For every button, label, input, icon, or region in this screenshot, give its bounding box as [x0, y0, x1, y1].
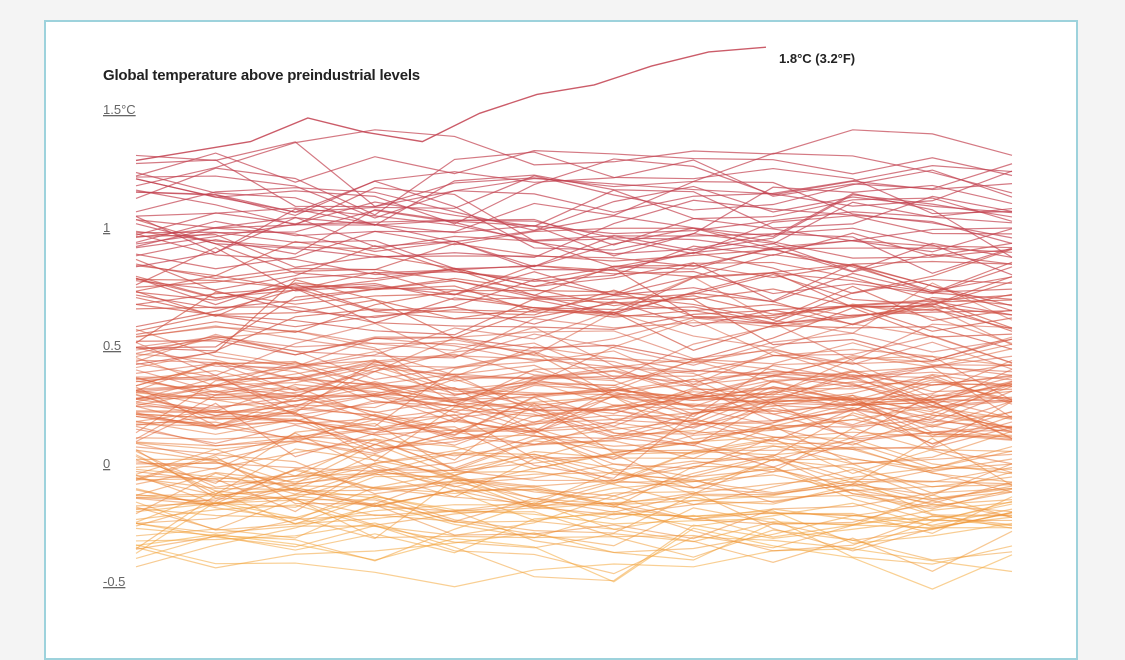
- series-line: [135, 307, 1013, 361]
- series-line: [135, 158, 1013, 225]
- series-line: [135, 413, 1013, 465]
- series-line: [135, 375, 1013, 434]
- series-line: [135, 234, 1013, 273]
- series-line: [135, 373, 1013, 414]
- series-line: [135, 261, 1013, 301]
- series-line: [135, 383, 1013, 434]
- series-line: [135, 330, 1013, 370]
- series-line: [135, 141, 1013, 208]
- series-line: [135, 366, 1013, 427]
- series-line: [135, 273, 1013, 306]
- series-line: [135, 438, 1013, 504]
- y-tick-label: 1.5°C: [103, 102, 136, 117]
- series-line: [135, 159, 1013, 208]
- series-line: [135, 491, 1013, 552]
- series-line: [135, 289, 1013, 362]
- series-line: [135, 449, 1013, 507]
- series-line: [135, 488, 1013, 547]
- series-line: [135, 209, 1013, 274]
- series-line: [135, 197, 1013, 249]
- series-line: [135, 359, 1013, 388]
- series-line: [135, 185, 1013, 231]
- series-line: [135, 422, 1013, 496]
- series-line: [135, 189, 1013, 251]
- series-line: [135, 129, 1013, 187]
- y-tick-label: -0.5: [103, 574, 125, 589]
- series-line: [135, 406, 1013, 472]
- series-line: [135, 427, 1013, 513]
- series-line: [135, 478, 1013, 529]
- series-line: [135, 276, 1013, 369]
- series-line: [135, 436, 1013, 477]
- series-line: [135, 370, 1013, 430]
- series-line: [135, 386, 1013, 446]
- series-line: [135, 342, 1013, 392]
- series-line: [135, 246, 1013, 303]
- series-line: [135, 242, 1013, 292]
- series-line: [135, 311, 1013, 364]
- series-line: [135, 360, 1013, 407]
- series-line: [135, 291, 1013, 344]
- series-line: [135, 456, 1013, 508]
- series-line: [135, 394, 1013, 458]
- series-line: [135, 289, 1013, 352]
- top-annotation: 1.8°C (3.2°F): [779, 51, 856, 66]
- series-line: [135, 447, 1013, 500]
- y-tick-label: 0.5: [103, 338, 121, 353]
- series-line: [135, 454, 1013, 495]
- series-line: [135, 219, 1013, 302]
- series-line: [135, 165, 1013, 219]
- series-line: [135, 282, 1013, 377]
- series-line: [135, 495, 1013, 549]
- series-line: [135, 342, 1013, 381]
- series-line: [135, 272, 1013, 315]
- series-line: [135, 350, 1013, 437]
- chart-canvas: 1.5°C 1 0.5 0 -0.5: [103, 46, 1013, 590]
- series-line: [135, 361, 1013, 418]
- series-line: [135, 180, 1013, 243]
- y-tick-label: 0: [103, 456, 110, 471]
- series-line: [135, 449, 1013, 508]
- series-line: [135, 495, 1013, 537]
- series-line: [135, 343, 1013, 416]
- series-line: [135, 230, 1013, 270]
- chart-title: Global temperature above preindustrial l…: [103, 67, 420, 84]
- series-line: [135, 199, 1013, 259]
- series-line: [135, 365, 1013, 409]
- series-line: [135, 359, 1013, 402]
- series-line: [135, 150, 1013, 183]
- series-line: [135, 328, 1013, 388]
- series-line: [135, 465, 1013, 516]
- series-line: [135, 337, 1013, 422]
- series-line: [135, 263, 1013, 316]
- highlight-series-line: [135, 46, 767, 162]
- y-tick-label: 1: [103, 220, 110, 235]
- series-line: [135, 380, 1013, 445]
- series-line: [135, 348, 1013, 396]
- series-line: [135, 477, 1013, 525]
- series-line: [135, 264, 1013, 328]
- chart-frame: 1.5°C 1 0.5 0 -0.5 Global temperature above …: [44, 20, 1078, 660]
- series-lines: [135, 129, 1013, 590]
- series-line: [135, 495, 1013, 565]
- series-line: [135, 445, 1013, 505]
- series-line: [135, 227, 1013, 276]
- series-line: [135, 425, 1013, 502]
- series-line: [135, 454, 1013, 495]
- series-line: [135, 437, 1013, 496]
- series-line: [135, 544, 1013, 588]
- series-line: [135, 251, 1013, 319]
- series-line: [135, 353, 1013, 399]
- series-line: [135, 490, 1013, 568]
- series-line: [135, 283, 1013, 328]
- series-line: [135, 348, 1013, 401]
